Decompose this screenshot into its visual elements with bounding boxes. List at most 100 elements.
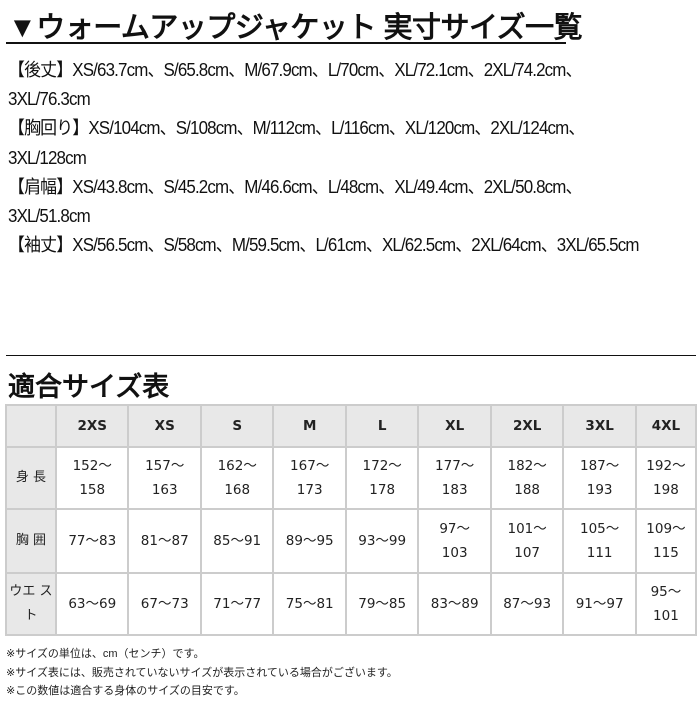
- spec-values: XS/56.5cm、S/58cm、M/59.5cm、L/61cm、XL/62.5…: [72, 235, 639, 256]
- row-header: 胸 囲: [5, 508, 57, 574]
- table-cell: 83～89: [417, 572, 492, 636]
- cell-line: 187～: [579, 458, 620, 474]
- column-header: XL: [417, 404, 492, 448]
- column-header: XS: [127, 404, 202, 448]
- cell-line: 188: [514, 482, 541, 498]
- column-header: 3XL: [562, 404, 637, 448]
- spec-sleeve: 【袖丈】XS/56.5cm、S/58cm、M/59.5cm、L/61cm、XL/…: [8, 231, 657, 260]
- cell-line: 101～: [507, 521, 547, 537]
- cell-line: 158: [79, 482, 106, 498]
- spec-values: XS/63.7cm、S/65.8cm、M/67.9cm、L/70cm、XL/72…: [8, 60, 582, 110]
- cell-line: 81～87: [140, 533, 189, 549]
- table-cell: 63～69: [54, 572, 130, 636]
- cell-line: 173: [296, 482, 323, 498]
- table-cell: 91～97: [562, 572, 637, 636]
- cell-line: 109～: [646, 521, 686, 537]
- table-cell: 79～85: [344, 572, 420, 636]
- table-cell: 177～ 183: [417, 446, 492, 510]
- column-header: L: [344, 404, 420, 448]
- table-cell: 85～91: [199, 508, 275, 574]
- column-header: S: [199, 404, 275, 448]
- cell-line: 111: [586, 545, 613, 561]
- table-cell: 87～93: [489, 572, 565, 636]
- table-row: 身 長 152～ 158 157～ 163 162～ 168 167～ 173 172～ 178 17…: [5, 446, 698, 510]
- page-title: ▼ウォームアップジャケット 実寸サイズ一覧: [8, 12, 583, 44]
- note: ※この数値は適合する身体のサイズの目安です。: [6, 685, 245, 697]
- cell-line: 172～: [362, 458, 402, 474]
- cell-line: 97～: [439, 521, 470, 537]
- spec-values: XS/43.8cm、S/45.2cm、M/46.6cm、L/48cm、XL/49…: [8, 176, 582, 227]
- cell-line: 152～: [72, 458, 112, 474]
- cell-line: 177～: [435, 458, 475, 474]
- cell-line: 75～81: [285, 596, 334, 612]
- note: ※サイズの単位は、cm（センチ）です。: [6, 648, 205, 660]
- spec-label: 【胸回り】: [8, 118, 89, 139]
- spec-shoulder: 【肩幅】XS/43.8cm、S/45.2cm、M/46.6cm、L/48cm、X…: [8, 173, 657, 231]
- cell-line: 157～: [145, 458, 185, 474]
- cell-line: 89～95: [285, 533, 334, 549]
- row-header: ウエ スト: [5, 572, 57, 636]
- cell-line: 85～91: [213, 533, 262, 549]
- corner-cell: [5, 404, 57, 448]
- cell-line: 162～: [217, 458, 257, 474]
- title-underline: [6, 42, 566, 44]
- cell-line: 168: [224, 482, 251, 498]
- cell-line: 71～77: [213, 596, 262, 612]
- cell-line: 183: [441, 482, 468, 498]
- cell-line: 67～73: [140, 596, 189, 612]
- cell-line: 63～69: [68, 596, 117, 612]
- table-row: 胸 囲 77～83 81～87 85～91 89～95 93～99 97～ 103 101～ 10…: [5, 508, 698, 574]
- note: ※サイズ表には、販売されていないサイズが表示されている場合がございます。: [6, 666, 398, 679]
- column-header: 2XL: [489, 404, 565, 448]
- table-cell: 152～ 158: [54, 446, 130, 510]
- cell-line: 77～83: [68, 533, 117, 549]
- notes: ※サイズの単位は、cm（センチ）です。 ※サイズ表には、販売されていないサイズが…: [6, 645, 398, 701]
- table-cell: 77～83: [54, 508, 130, 574]
- row-header: 身 長: [5, 446, 57, 510]
- table-header-row: 2XS XS S M L XL 2XL 3XL 4XL: [5, 404, 698, 448]
- table-cell: 109～ 115: [634, 508, 698, 574]
- size-table: 2XS XS S M L XL 2XL 3XL 4XL 身 長 152～ 158 157～ 163 162…: [5, 404, 698, 636]
- cell-line: 95～: [650, 584, 682, 600]
- cell-line: 87～93: [503, 596, 552, 612]
- cell-line: 107: [514, 545, 541, 561]
- table-cell: 172～ 178: [344, 446, 420, 510]
- table-cell: 101～ 107: [489, 508, 565, 574]
- table-cell: 95～ 101: [634, 572, 698, 636]
- spec-label: 【袖丈】: [8, 235, 73, 256]
- table-cell: 71～77: [199, 572, 275, 636]
- table-cell: 89～95: [272, 508, 347, 574]
- table-cell: 192～ 198: [634, 446, 698, 510]
- cell-line: 79～85: [358, 596, 407, 612]
- cell-line: 83～89: [430, 596, 479, 612]
- spec-values: XS/104cm、S/108cm、M/112cm、L/116cm、XL/120c…: [8, 118, 585, 168]
- spec-label: 【肩幅】: [8, 176, 73, 197]
- table-cell: 67～73: [127, 572, 202, 636]
- table-row: ウエ スト 63～69 67～73 71～77 75～81 79～85 83～89 87～93…: [5, 572, 698, 636]
- table-cell: 75～81: [272, 572, 347, 636]
- cell-line: 182～: [507, 458, 547, 474]
- cell-line: 178: [369, 482, 396, 498]
- cell-line: 93～99: [358, 533, 407, 549]
- table-cell: 187～ 193: [562, 446, 637, 510]
- table-cell: 162～ 168: [199, 446, 275, 510]
- cell-line: 193: [586, 482, 613, 498]
- cell-line: 163: [151, 482, 178, 498]
- table-cell: 105～ 111: [562, 508, 637, 574]
- size-table-heading: 適合サイズ表: [8, 372, 170, 402]
- cell-line: 91～97: [575, 596, 624, 612]
- cell-line: 101: [653, 608, 679, 624]
- spec-chest: 【胸回り】XS/104cm、S/108cm、M/112cm、L/116cm、XL…: [8, 114, 657, 172]
- table-cell: 93～99: [344, 508, 420, 574]
- measurement-list: 【後丈】XS/63.7cm、S/65.8cm、M/67.9cm、L/70cm、X…: [8, 56, 657, 260]
- table-cell: 157～ 163: [127, 446, 202, 510]
- column-header: M: [272, 404, 347, 448]
- column-header: 2XS: [54, 404, 130, 448]
- cell-line: 167～: [290, 458, 330, 474]
- spec-length: 【後丈】XS/63.7cm、S/65.8cm、M/67.9cm、L/70cm、X…: [8, 56, 657, 114]
- section-divider: [6, 355, 696, 356]
- table-cell: 167～ 173: [272, 446, 347, 510]
- spec-label: 【後丈】: [8, 60, 73, 80]
- table-cell: 81～87: [127, 508, 202, 574]
- cell-line: 103: [441, 545, 468, 561]
